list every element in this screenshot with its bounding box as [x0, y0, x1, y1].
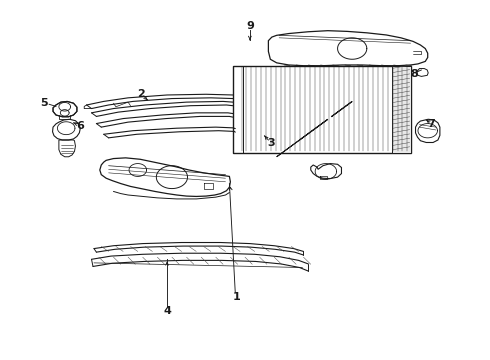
Text: 1: 1 — [232, 292, 240, 302]
Text: 7: 7 — [427, 119, 435, 129]
Text: 3: 3 — [267, 138, 274, 148]
Text: 6: 6 — [76, 121, 84, 131]
Text: 9: 9 — [246, 21, 254, 31]
Text: 2: 2 — [137, 89, 145, 99]
Text: 5: 5 — [41, 98, 48, 108]
Text: 8: 8 — [411, 69, 418, 79]
Text: 4: 4 — [163, 306, 171, 316]
Polygon shape — [392, 66, 411, 153]
